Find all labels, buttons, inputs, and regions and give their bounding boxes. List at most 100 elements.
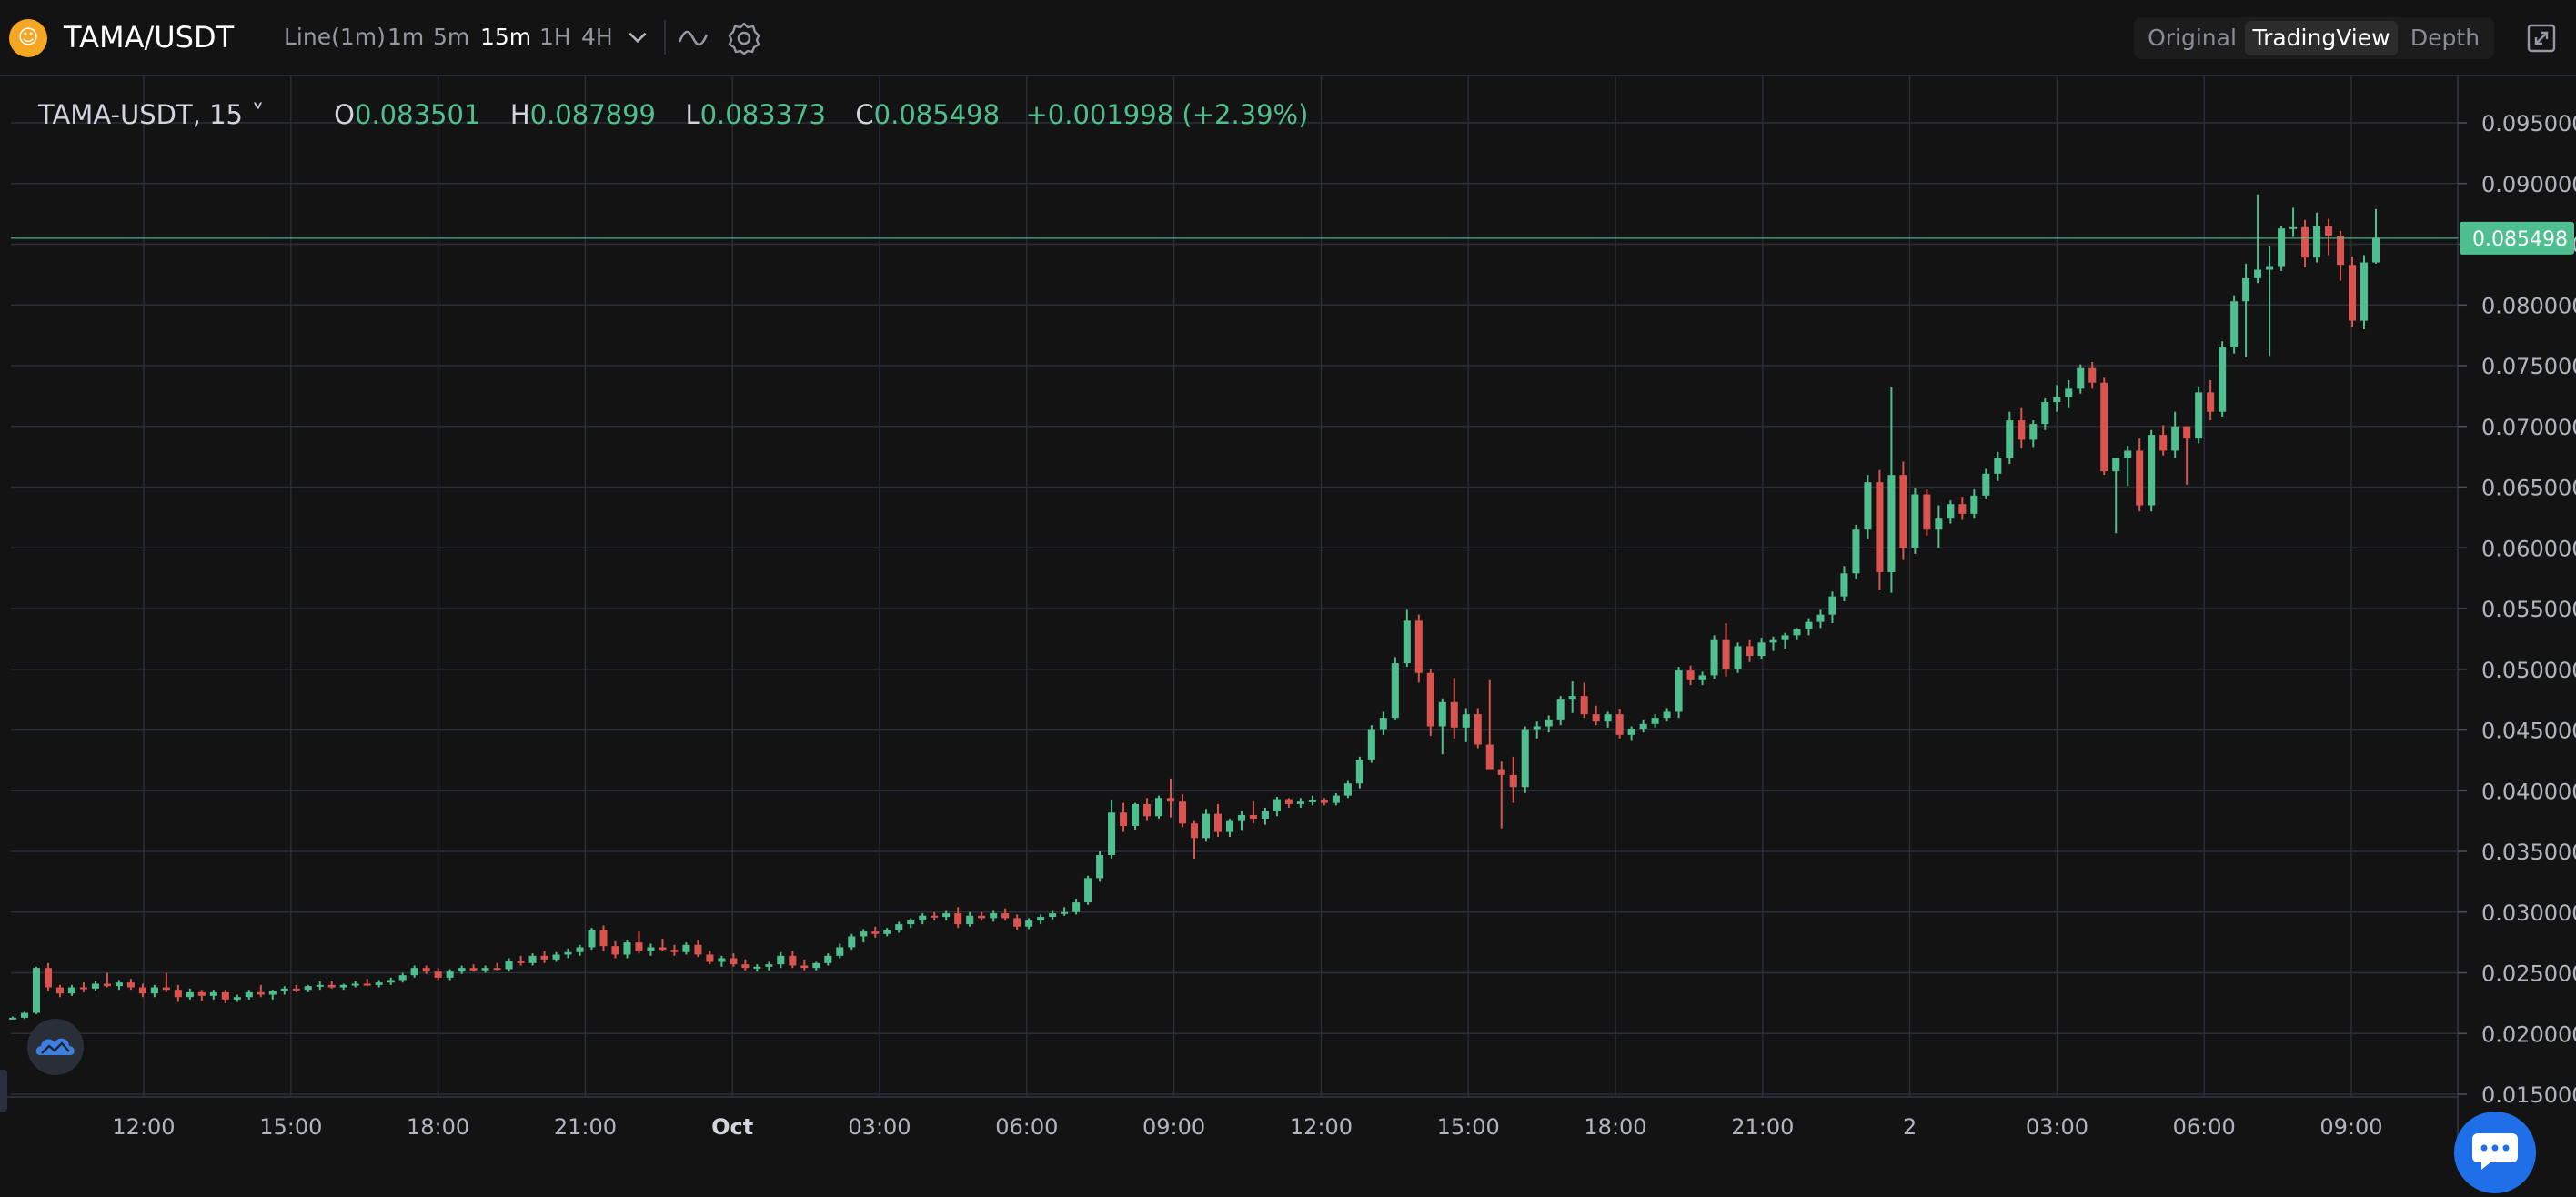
candle	[1639, 719, 1647, 733]
chat-button[interactable]	[2454, 1112, 2536, 1193]
y-tick-label: 0.055000	[2481, 597, 2576, 622]
price-axis: 0.015000 0.020000 0.025000 0.030000 0.035000…	[2457, 76, 2576, 1159]
candle	[895, 921, 903, 933]
candle-body	[233, 997, 241, 1000]
candle-body	[1970, 495, 1978, 514]
candle-body	[777, 955, 785, 965]
candle-body	[20, 1012, 29, 1018]
sidebar-handle[interactable]	[0, 1070, 7, 1112]
candle	[860, 929, 868, 943]
interval-1m[interactable]: 1m	[387, 24, 425, 50]
candle-body	[174, 990, 182, 998]
candle	[2360, 255, 2369, 329]
interval-line-1m[interactable]: Line(1m)	[284, 24, 386, 50]
candle	[2183, 426, 2191, 485]
interval-5m[interactable]: 5m	[433, 24, 470, 50]
candle	[2077, 364, 2085, 394]
candle	[1084, 875, 1092, 905]
expand-icon[interactable]	[2525, 22, 2558, 55]
pair-title: TAMA/USDT	[64, 20, 235, 55]
candle	[2230, 295, 2239, 354]
chevron-down-icon[interactable]: ˅	[251, 99, 265, 130]
tab-depth[interactable]: Depth	[2410, 25, 2480, 51]
indicator-icon[interactable]	[675, 20, 711, 56]
candle-body	[1746, 646, 1754, 657]
candle-body	[2100, 382, 2108, 472]
cloud-button[interactable]	[27, 1019, 84, 1075]
candle-body	[2337, 236, 2345, 266]
x-tick-label: 18:00	[407, 1114, 469, 1140]
candle-body	[1155, 798, 1163, 817]
candle-body	[1391, 663, 1399, 719]
candle	[978, 911, 986, 921]
interval-4h[interactable]: 4H	[581, 24, 613, 50]
candle-body	[493, 968, 501, 971]
candle-body	[753, 966, 761, 969]
y-tick-label: 0.070000	[2481, 415, 2576, 440]
candle	[2112, 458, 2120, 534]
candle	[1143, 798, 1152, 821]
candle-body	[564, 951, 572, 955]
candle	[1911, 488, 1919, 554]
candle	[55, 984, 64, 998]
candle-body	[1178, 801, 1187, 824]
y-tick-label: 0.035000	[2481, 840, 2576, 865]
candlestick-chart[interactable]: 0.015000 0.020000 0.025000 0.030000 0.035000…	[0, 76, 2576, 1159]
legend-symbol[interactable]: TAMA-USDT, 15	[38, 99, 244, 130]
candle	[836, 943, 844, 959]
candle	[32, 966, 41, 1014]
candle	[1001, 908, 1010, 921]
candle-body	[718, 958, 726, 962]
interval-15m[interactable]: 15m	[480, 24, 532, 50]
candle	[2171, 411, 2179, 458]
candle-body	[599, 930, 608, 947]
candle	[197, 990, 206, 1001]
candle-body	[1828, 596, 1836, 615]
candle-body	[1296, 801, 1304, 804]
candle	[493, 962, 501, 971]
candle	[1604, 711, 1612, 728]
chart-grid	[11, 76, 2458, 1097]
candle-body	[2053, 397, 2061, 403]
candle-body	[8, 1017, 17, 1020]
candle	[2266, 246, 2274, 357]
legend-change: +0.001998 (+2.39%)	[1025, 99, 1309, 130]
candle	[8, 1016, 17, 1020]
candle-body	[1037, 917, 1045, 921]
candle	[1816, 609, 1825, 629]
x-tick-label: 18:00	[1584, 1114, 1646, 1140]
interval-1h[interactable]: 1H	[539, 24, 571, 50]
candle	[2088, 361, 2097, 389]
candle	[387, 977, 395, 985]
candle	[919, 913, 927, 925]
candle	[789, 951, 797, 969]
candle	[2242, 263, 2250, 357]
gear-icon[interactable]	[726, 20, 762, 56]
candle	[2006, 411, 2014, 465]
candle	[2029, 420, 2038, 448]
x-tick-label: 03:00	[2026, 1114, 2088, 1140]
chevron-down-icon[interactable]	[626, 25, 649, 49]
x-tick-label: 21:00	[554, 1114, 617, 1140]
tab-original[interactable]: Original	[2148, 25, 2237, 51]
candle-body	[848, 936, 856, 948]
candle	[528, 953, 537, 966]
candle	[1225, 818, 1233, 837]
x-tick-label: 06:00	[2173, 1114, 2236, 1140]
candle	[623, 940, 631, 959]
tab-tradingview[interactable]: TradingView	[2245, 21, 2398, 55]
candle-body	[2325, 226, 2333, 236]
candle	[931, 911, 939, 921]
candle	[1769, 636, 1777, 651]
candle-body	[2124, 450, 2132, 458]
candle	[1710, 635, 1718, 679]
y-tick-label: 0.030000	[2481, 900, 2576, 926]
x-tick-label: 2	[1903, 1114, 1917, 1140]
candle	[1781, 632, 1789, 649]
candle	[1462, 708, 1470, 742]
candle	[1746, 639, 1754, 662]
candle	[422, 965, 430, 974]
candle-body	[895, 924, 903, 930]
candle-body	[1202, 813, 1211, 839]
candle	[2301, 219, 2309, 267]
